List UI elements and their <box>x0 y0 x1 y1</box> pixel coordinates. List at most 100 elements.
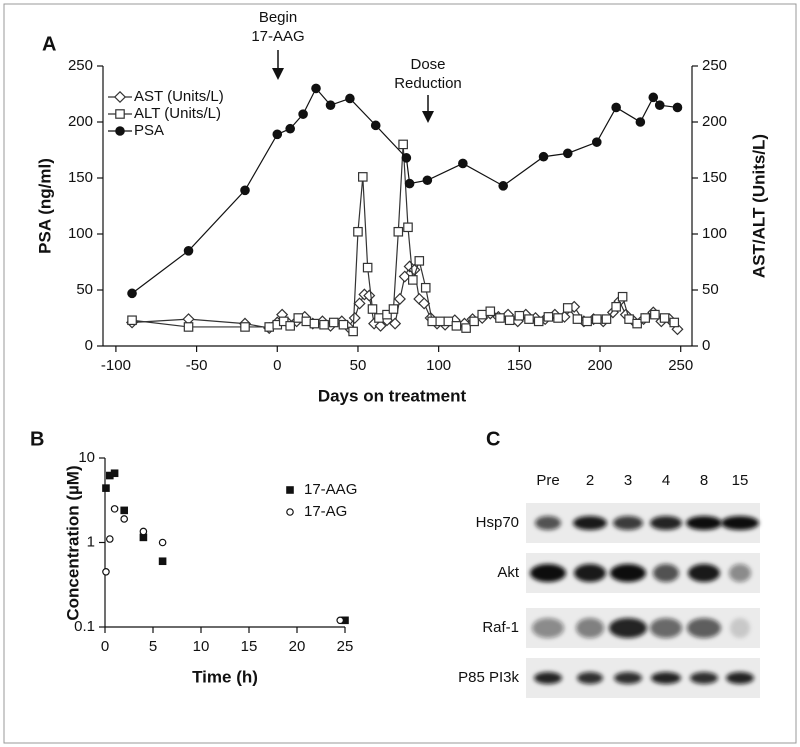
marker <box>398 139 408 150</box>
legend-label: 17-AAG <box>304 481 357 498</box>
marker <box>538 151 549 162</box>
y-tick-label: 0.1 <box>74 618 95 635</box>
band <box>688 564 720 582</box>
marker <box>611 102 621 113</box>
band <box>690 672 718 684</box>
legend-marker <box>115 109 125 119</box>
marker <box>319 319 329 330</box>
marker <box>374 313 384 323</box>
marker <box>240 185 250 196</box>
marker <box>328 317 339 328</box>
y-tick-label: 150 <box>68 169 93 186</box>
lane-label: 2 <box>586 472 594 489</box>
row-label: P85 PI3k <box>458 669 519 686</box>
western-blot: Pre 2 3 4 8 15 Hsp70 Akt Raf-1 P85 PI3k <box>458 472 760 698</box>
marker <box>458 158 468 169</box>
marker <box>408 275 418 285</box>
marker <box>348 311 361 325</box>
y-tick-label: 250 <box>68 57 93 74</box>
marker <box>418 297 431 310</box>
marker <box>659 313 670 323</box>
marker <box>102 484 110 492</box>
x-tick-label: -100 <box>101 357 131 374</box>
band <box>576 618 604 638</box>
band <box>686 516 722 530</box>
marker <box>102 568 110 576</box>
marker <box>553 313 563 323</box>
marker <box>388 304 399 314</box>
marker <box>338 319 349 330</box>
marker <box>414 256 425 266</box>
marker <box>477 309 488 320</box>
band <box>534 672 562 684</box>
figure-border <box>3 3 797 744</box>
band <box>574 564 606 582</box>
marker <box>582 316 592 327</box>
marker <box>451 321 462 331</box>
legend-label: AST (Units/L) <box>134 88 224 105</box>
marker <box>272 129 283 140</box>
marker <box>362 262 373 273</box>
blot-strip <box>526 658 760 698</box>
band <box>729 564 751 582</box>
y2-tick-label: 100 <box>702 225 727 242</box>
y2-tick-label: 150 <box>702 169 727 186</box>
band <box>650 618 682 638</box>
marker <box>353 297 366 310</box>
marker <box>301 316 312 327</box>
marker <box>348 326 358 337</box>
marker <box>591 137 602 147</box>
marker <box>514 310 525 321</box>
marker <box>672 102 683 113</box>
y2-tick-label: 200 <box>702 113 727 130</box>
x-tick-label: 10 <box>193 638 210 655</box>
marker <box>398 270 411 283</box>
marker <box>524 314 534 324</box>
row-label: Raf-1 <box>482 619 519 636</box>
marker <box>648 92 659 103</box>
marker <box>374 319 387 332</box>
marker <box>498 181 508 191</box>
x-tick-label: -50 <box>186 357 208 374</box>
legend-marker <box>113 90 127 104</box>
band <box>614 672 642 684</box>
marker <box>158 538 167 547</box>
marker <box>293 313 304 323</box>
band <box>726 672 754 684</box>
annotation: Dose <box>410 56 445 73</box>
band <box>532 618 564 638</box>
legend-label: 17-AG <box>304 503 347 520</box>
panel-label: A <box>42 33 56 55</box>
y-axis-title: PSA (ng/ml) <box>35 158 54 254</box>
y2-tick-label: 50 <box>702 281 719 298</box>
marker <box>285 123 295 134</box>
marker <box>264 322 275 332</box>
marker <box>183 322 194 332</box>
arrow-head <box>422 111 434 123</box>
marker <box>393 292 406 306</box>
x-tick-label: 150 <box>507 357 532 374</box>
y-tick-label: 100 <box>68 225 93 242</box>
marker <box>469 316 479 327</box>
marker <box>632 318 642 329</box>
y-tick-label: 200 <box>68 113 93 130</box>
row-label: Hsp70 <box>476 514 519 531</box>
marker <box>353 226 363 237</box>
x-tick-label: 250 <box>668 357 693 374</box>
marker <box>298 109 308 119</box>
band <box>573 516 607 530</box>
x-tick-label: 5 <box>149 638 157 655</box>
band <box>613 516 643 530</box>
marker <box>110 469 119 478</box>
marker <box>669 317 680 328</box>
marker <box>158 557 167 566</box>
band <box>651 672 681 684</box>
lane-label: 3 <box>624 472 632 489</box>
marker <box>543 312 554 322</box>
annotation: Reduction <box>394 75 462 92</box>
marker <box>635 117 646 127</box>
band <box>610 564 646 582</box>
marker <box>336 616 345 625</box>
band <box>721 516 759 530</box>
y-axis-title: Concentration (µM) <box>63 465 82 620</box>
